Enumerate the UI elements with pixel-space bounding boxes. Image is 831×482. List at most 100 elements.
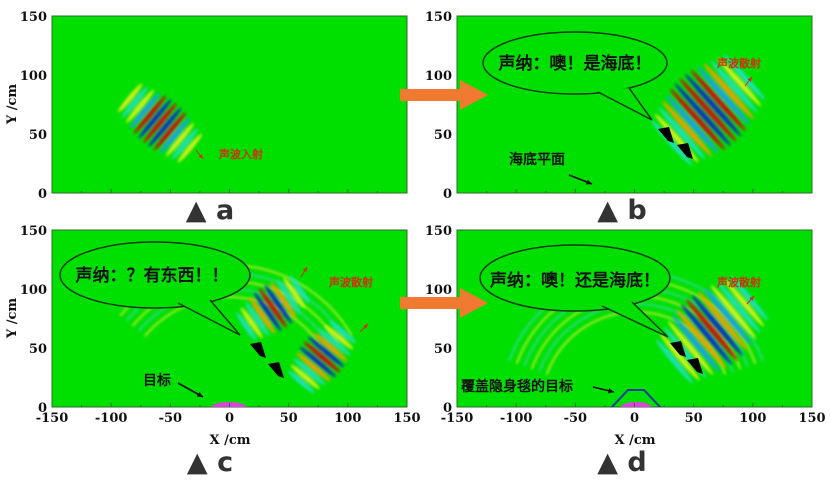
scatter-arrow — [744, 76, 753, 87]
field-layer — [479, 244, 769, 407]
reflector-marker — [268, 362, 284, 378]
reflector-marker — [687, 358, 703, 374]
speech-bubble-tail — [597, 87, 653, 121]
wave-stripe — [276, 279, 302, 314]
y-axis-label-top: Y /cm — [5, 84, 20, 125]
reflector-marker — [658, 127, 674, 143]
y-tick-label: 150 — [20, 224, 47, 239]
panel-a: 150 100 50 0 — [20, 10, 408, 202]
y-tick-label: 50 — [434, 128, 452, 143]
wave-stripe — [125, 89, 155, 124]
y-tick-label: 100 — [20, 69, 47, 84]
target-label-d: 覆盖隐身毯的目标 — [461, 378, 573, 395]
wave-stripe — [710, 60, 758, 113]
arrow-head — [747, 77, 752, 82]
wave-label-a: 声波入射 — [218, 147, 263, 161]
target-arrow — [177, 382, 204, 398]
arrow-head — [302, 267, 307, 272]
x-tick-label: 0 — [225, 411, 234, 426]
x-tick-label: -100 — [500, 411, 533, 426]
y-axis-label-bottom: Y /cm — [5, 298, 20, 339]
reflected-wave-packet — [655, 276, 769, 384]
wave-stripe — [293, 358, 326, 386]
wave-stripe — [731, 276, 769, 321]
arrow-head — [196, 391, 203, 397]
x-tick-label: 50 — [685, 411, 703, 426]
x-tick-label: 100 — [334, 411, 361, 426]
arrow-head — [607, 388, 614, 394]
wave-stripe — [287, 370, 315, 394]
panel-b: 150 100 50 0 — [425, 10, 813, 202]
wave-stripe — [703, 63, 754, 119]
y-tick-label: 150 — [425, 10, 452, 25]
wave-stripe — [318, 328, 351, 356]
panel-label-c: ▲ c — [187, 447, 233, 478]
x-tick-label: 0 — [630, 411, 639, 426]
y-tick-label: 0 — [38, 187, 47, 202]
speech-bubble-outline — [482, 31, 668, 95]
wave-stripe — [143, 103, 177, 143]
wave-stripe — [289, 275, 310, 304]
wave-stripe — [723, 54, 765, 100]
cloak-outline — [610, 389, 662, 407]
y-tick-label: 0 — [443, 401, 452, 416]
wave-stripe — [303, 341, 341, 373]
wave-stripe — [290, 364, 320, 390]
x-tick-label: 50 — [280, 411, 298, 426]
wave-stripe — [308, 336, 345, 368]
wave-stripe — [259, 288, 287, 328]
wave-stripe — [134, 95, 167, 134]
wave-stripe — [697, 291, 748, 351]
field-layer — [118, 83, 204, 163]
target-arrow — [592, 386, 615, 394]
bubble-text-c: 声纳：？有东西！！ — [75, 265, 229, 286]
wave-stripe — [691, 295, 743, 356]
wave-stripe — [717, 282, 760, 333]
wave-label-c: 声波散射 — [328, 275, 373, 289]
wave-stripe — [672, 315, 720, 372]
reflected-wave-packet — [651, 54, 765, 166]
speech-bubble-tail — [177, 299, 241, 336]
wave-stripe — [681, 304, 733, 365]
x-tick-label: -100 — [95, 411, 128, 426]
wave-stripe — [129, 92, 161, 129]
wave-stripe — [660, 333, 700, 381]
wave-stripe — [165, 122, 195, 157]
scattered-wave-packet-1 — [236, 275, 310, 341]
speech-bubble-outline — [479, 244, 671, 312]
x-tick-label: 100 — [739, 411, 766, 426]
x-axis-label-right: X /cm — [614, 433, 655, 448]
wave-stripe — [244, 302, 270, 337]
wave-stripe — [666, 94, 719, 154]
incident-arrow — [195, 149, 204, 160]
wave-stripe — [249, 297, 276, 334]
speech-bubble-outline — [59, 241, 251, 309]
wave-stripe — [313, 332, 348, 362]
x-tick-label: -150 — [441, 411, 474, 426]
wave-stripe — [704, 288, 752, 345]
x-tick-label: 150 — [798, 411, 825, 426]
wave-stripe — [283, 277, 306, 309]
wave-stripe — [710, 285, 757, 339]
arrow-head — [198, 154, 203, 159]
plot-area — [51, 15, 408, 194]
wave-stripe — [724, 279, 764, 327]
scatter-arrow — [746, 295, 755, 305]
incident-wave-packet — [118, 83, 202, 163]
wave-stripe — [264, 284, 292, 324]
y-tick-label: 100 — [425, 69, 452, 84]
bubble-text-b: 声纳：噢！是海底！ — [498, 53, 652, 74]
y-tick-label: 50 — [29, 128, 47, 143]
orange-arrow-top — [400, 80, 488, 110]
panel-label-b: ▲ b — [597, 195, 647, 226]
reflector-marker — [250, 342, 266, 358]
wave-stripe — [686, 299, 738, 361]
wave-stripe — [655, 339, 693, 384]
y-tick-label: 50 — [434, 342, 452, 357]
scatter-arrow — [300, 266, 308, 278]
wave-stripe — [171, 128, 198, 160]
wave-stripe — [254, 292, 282, 332]
orange-arrow-bottom — [400, 288, 488, 318]
